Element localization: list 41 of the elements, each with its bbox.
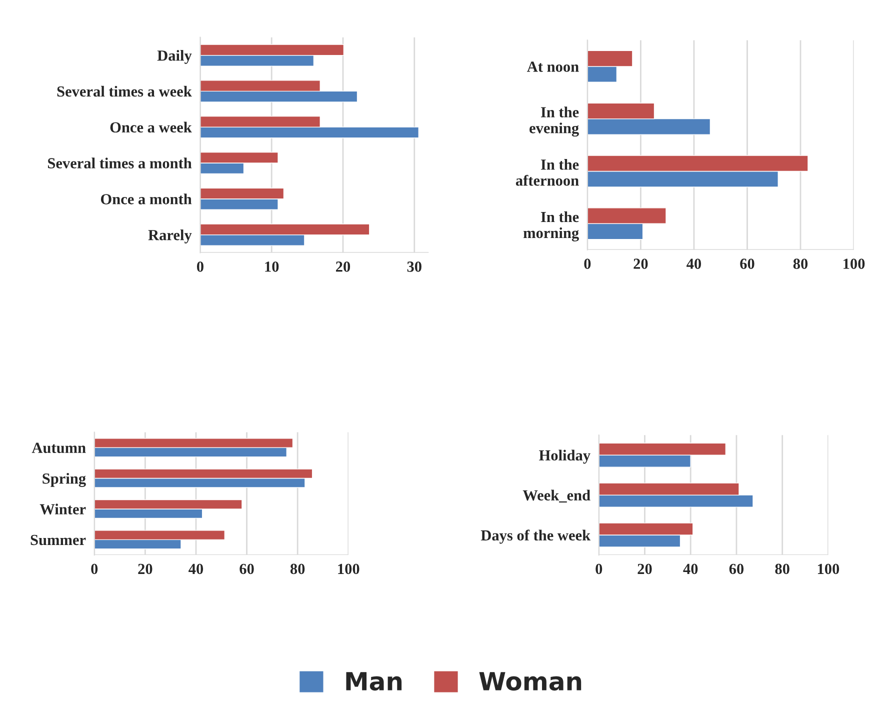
x-tick-label: 20 [336, 262, 350, 272]
y-tick-label: Days of the week [480, 530, 591, 544]
x-tick-label: 30 [407, 262, 422, 272]
x-tick-label: 80 [793, 258, 808, 269]
x-tick-label: 10 [265, 262, 279, 272]
y-tick-label: In the morning [523, 211, 579, 242]
x-tick-label: 0 [584, 258, 591, 269]
x-tick-label: 0 [596, 564, 602, 574]
legend-label: Woman [479, 672, 582, 691]
y-tick-label: Summer [30, 534, 86, 546]
y-tick-label: In the afternoon [516, 159, 579, 186]
x-tick-label: 0 [91, 564, 98, 574]
y-tick-label: Week_end [522, 490, 590, 502]
y-tick-label: Once a week [110, 122, 192, 133]
x-tick-label: 80 [290, 564, 305, 574]
y-tick-label: Once a month [100, 194, 192, 204]
x-tick-label: 100 [844, 258, 865, 269]
y-tick-label: Autumn [32, 442, 86, 454]
x-tick-label: 20 [634, 258, 648, 269]
x-tick-label: 0 [196, 262, 204, 272]
x-tick-label: 60 [240, 564, 254, 574]
y-tick-label: At noon [527, 62, 579, 72]
x-tick-label: 100 [338, 564, 360, 574]
legend-label: Man [346, 672, 402, 691]
x-tick-label: 60 [740, 258, 754, 269]
y-tick-label: In the evening [530, 106, 579, 137]
y-tick-label: Holiday [539, 450, 590, 464]
x-tick-label: 20 [638, 564, 652, 574]
x-tick-label: 20 [138, 564, 152, 574]
x-tick-label: 100 [818, 564, 840, 574]
x-tick-label: 40 [188, 564, 204, 574]
y-tick-label: Several times a week [57, 86, 192, 97]
y-tick-label: Daily [157, 50, 192, 64]
x-tick-label: 40 [686, 258, 702, 269]
y-tick-label: Several times a month [48, 158, 192, 168]
y-tick-label: Spring [42, 472, 86, 487]
x-tick-label: 40 [683, 564, 698, 574]
y-tick-label: Rarely [148, 229, 192, 244]
y-tick-label: Winter [40, 504, 86, 515]
x-tick-label: 60 [729, 564, 744, 574]
x-tick-label: 80 [775, 564, 790, 574]
